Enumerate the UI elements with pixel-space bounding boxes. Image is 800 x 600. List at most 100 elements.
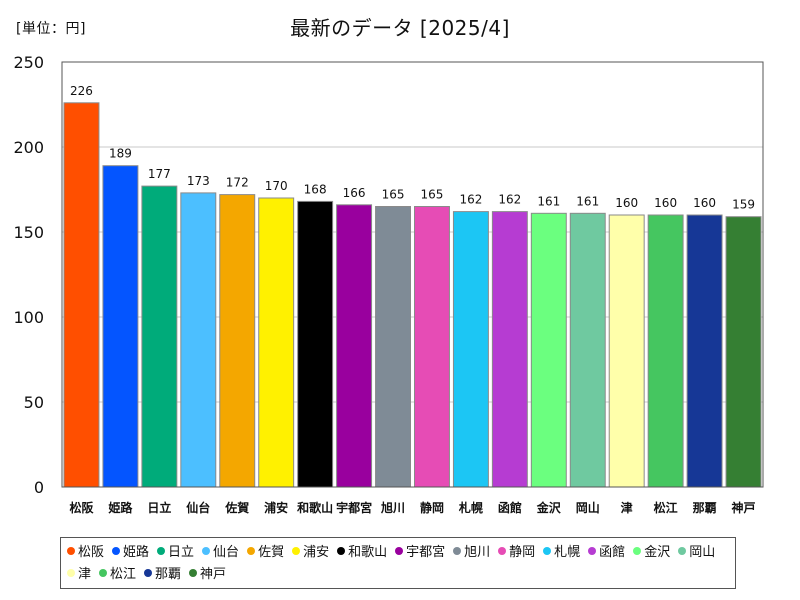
legend-item: 金沢 [633, 541, 670, 560]
x-tick-label: 松江 [654, 500, 678, 515]
legend-item: 日立 [157, 541, 194, 560]
bar-value-label: 161 [537, 194, 560, 208]
y-tick-label: 0 [34, 478, 44, 497]
bar-value-label: 160 [654, 196, 677, 210]
bar-value-label: 160 [615, 196, 638, 210]
bar [647, 214, 684, 488]
x-tick-label: 日立 [147, 500, 171, 515]
bar [258, 197, 295, 488]
bar-value-label: 162 [459, 193, 482, 207]
x-tick-label: 札幌 [458, 500, 483, 515]
legend-label: 神戸 [200, 567, 227, 582]
x-tick-label: 静岡 [420, 500, 444, 515]
legend-label: 静岡 [509, 545, 536, 560]
y-tick-label: 100 [13, 308, 44, 327]
bar-value-label: 168 [304, 182, 327, 196]
bar [608, 214, 645, 488]
legend-item: 函館 [588, 541, 625, 560]
bar-value-label: 160 [693, 196, 716, 210]
bar [375, 206, 411, 488]
plot-area [62, 62, 763, 487]
legend: 松阪 姫路 日立 仙台 佐賀 浦安 和歌山 宇都宮 旭川 静岡 札幌 函館 金沢 岡山津 松江 那覇 神戸 [60, 537, 736, 589]
bar-value-label: 159 [732, 198, 755, 212]
bar-value-label: 165 [421, 188, 444, 202]
legend-item: 松江 [99, 563, 136, 582]
x-tick-label: 佐賀 [224, 500, 249, 515]
legend-marker-icon [292, 546, 301, 555]
bar-value-label: 161 [576, 194, 599, 208]
x-tick-label: 岡山 [576, 500, 600, 515]
y-tick-label: 250 [13, 53, 44, 72]
x-tick-label: 金沢 [536, 500, 562, 515]
legend-item: 札幌 [543, 541, 580, 560]
bar [180, 192, 217, 488]
bar-value-label: 173 [187, 174, 210, 188]
legend-item: 旭川 [453, 541, 490, 560]
bar-value-label: 177 [148, 167, 171, 181]
x-tick-label: 那覇 [693, 501, 717, 515]
gridlines [62, 61, 763, 488]
legend-marker-icon [157, 546, 166, 555]
legend-marker-icon [67, 568, 75, 577]
bar-value-label: 170 [265, 179, 288, 193]
legend-marker-icon [678, 546, 687, 555]
legend-label: 札幌 [554, 545, 581, 560]
x-tick-label: 神戸 [732, 500, 756, 515]
legend-label: 函館 [599, 545, 626, 560]
x-tick-label: 浦安 [264, 500, 288, 515]
legend-label: 松阪 [78, 545, 105, 560]
legend-item: 岡山 [678, 541, 715, 560]
bar [102, 165, 139, 488]
bar-value-label: 166 [343, 186, 366, 200]
legend-item: 那覇 [144, 563, 181, 582]
legend-item: 神戸 [189, 563, 226, 582]
legend-label: 仙台 [213, 545, 240, 560]
legend-item: 佐賀 [247, 541, 284, 560]
y-tick-label: 50 [24, 393, 44, 412]
legend-label: 佐賀 [258, 545, 285, 560]
legend-item: 和歌山 [337, 541, 387, 560]
x-tick-label: 宇都宮 [336, 500, 372, 515]
x-tick-label: 姫路 [108, 500, 133, 515]
legend-item: 静岡 [498, 541, 535, 560]
bar [530, 212, 567, 488]
legend-marker-icon [189, 568, 198, 577]
legend-marker-icon [453, 546, 462, 555]
x-tick-label: 和歌山 [296, 500, 333, 515]
legend-marker-icon [498, 546, 507, 555]
bar [141, 185, 178, 488]
bar-value-label: 162 [498, 193, 521, 207]
legend-label: 那覇 [155, 567, 182, 582]
legend-label: 浦安 [303, 545, 330, 560]
legend-label: 松江 [110, 567, 137, 582]
legend-marker-icon [395, 546, 404, 555]
legend-label: 宇都宮 [406, 545, 446, 560]
legend-label: 和歌山 [348, 545, 388, 560]
bar [63, 102, 100, 488]
legend-marker-icon [144, 568, 153, 577]
bar [686, 214, 723, 488]
legend-marker-icon [633, 546, 642, 555]
legend-label: 日立 [168, 545, 195, 560]
legend-label: 岡山 [689, 545, 716, 560]
legend-label: 津 [78, 567, 92, 582]
legend-label: 姫路 [123, 545, 150, 560]
bar-value-label: 226 [70, 84, 93, 98]
legend-marker-icon [99, 568, 108, 577]
legend-marker-icon [247, 546, 256, 555]
legend-marker-icon [202, 546, 211, 555]
legend-item: 姫路 [112, 541, 149, 560]
bar [452, 211, 489, 488]
legend-item: 松阪 [67, 541, 104, 560]
legend-marker-icon [112, 546, 121, 555]
x-tick-label: 津 [621, 500, 633, 515]
y-tick-label: 150 [13, 223, 44, 242]
bar-value-label: 172 [226, 176, 249, 190]
bars: 226 189 177 173 172 170 168 166 165 165 162 162 161 1… [63, 84, 762, 488]
x-tick-label: 松阪 [69, 500, 94, 515]
x-tick-label: 函館 [498, 500, 522, 515]
legend-item: 浦安 [292, 541, 329, 560]
bar [414, 206, 450, 488]
legend-marker-icon [67, 546, 75, 555]
